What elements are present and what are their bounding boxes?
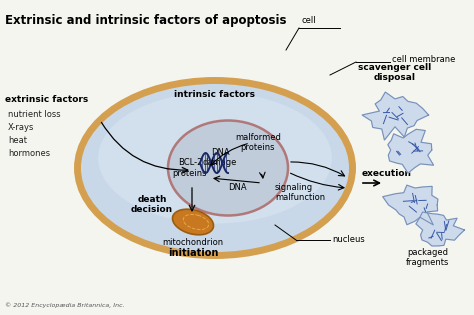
Text: nucleus: nucleus xyxy=(332,236,365,244)
Polygon shape xyxy=(416,212,465,246)
Text: initiation: initiation xyxy=(168,248,218,258)
Text: © 2012 Encyclopædia Britannica, Inc.: © 2012 Encyclopædia Britannica, Inc. xyxy=(5,302,125,308)
Polygon shape xyxy=(388,129,434,173)
Ellipse shape xyxy=(98,92,332,224)
Text: heat: heat xyxy=(8,136,27,145)
Text: X-rays: X-rays xyxy=(8,123,35,132)
Text: cell: cell xyxy=(302,16,317,25)
Text: signaling
malfunction: signaling malfunction xyxy=(275,183,325,203)
Text: mitochondrion: mitochondrion xyxy=(163,238,224,247)
Text: DNA
damage: DNA damage xyxy=(203,148,237,167)
Text: malformed
proteins: malformed proteins xyxy=(235,133,281,152)
Text: cell membrane: cell membrane xyxy=(392,55,456,65)
Polygon shape xyxy=(362,92,428,140)
Text: BCL-2
proteins: BCL-2 proteins xyxy=(173,158,207,178)
Text: packaged
fragments: packaged fragments xyxy=(406,248,450,267)
Ellipse shape xyxy=(168,121,288,215)
Text: scavenger cell
disposal: scavenger cell disposal xyxy=(358,63,432,82)
Text: hormones: hormones xyxy=(8,149,50,158)
Text: death
decision: death decision xyxy=(131,195,173,215)
Text: DNA: DNA xyxy=(228,183,246,192)
Ellipse shape xyxy=(173,209,213,235)
Text: execution: execution xyxy=(362,169,412,178)
Text: intrinsic factors: intrinsic factors xyxy=(174,90,255,99)
Text: Extrinsic and intrinsic factors of apoptosis: Extrinsic and intrinsic factors of apopt… xyxy=(5,14,286,27)
Text: extrinsic factors: extrinsic factors xyxy=(5,95,88,104)
Polygon shape xyxy=(383,185,438,225)
Text: nutrient loss: nutrient loss xyxy=(8,110,61,119)
Ellipse shape xyxy=(78,81,353,255)
